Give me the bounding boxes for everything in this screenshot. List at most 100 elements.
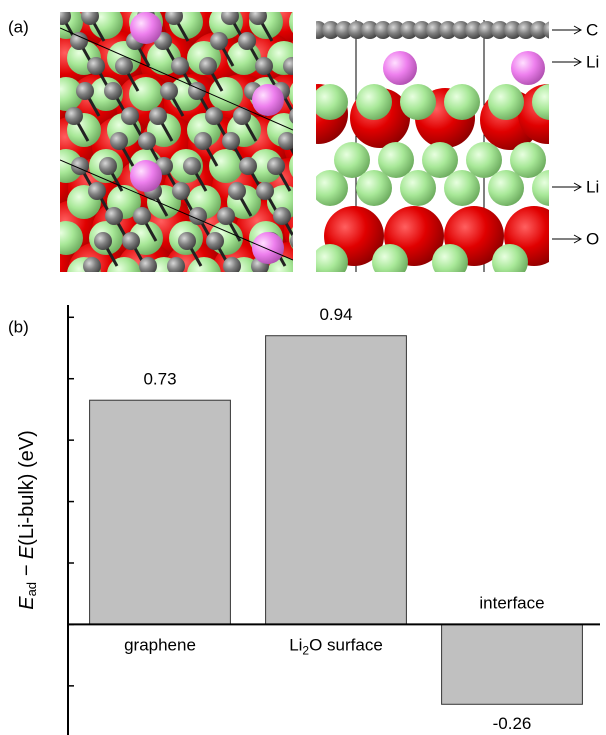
atom — [122, 232, 140, 250]
atom — [444, 84, 480, 120]
atom — [564, 206, 606, 266]
atom — [372, 244, 408, 280]
bar — [90, 400, 231, 624]
structure-side-view — [288, 12, 606, 280]
atom — [65, 107, 83, 125]
figure: (a) C Li Li O (b) Ead − E(Li-bulk) (eV) … — [0, 0, 606, 735]
atom — [223, 257, 241, 275]
x-tick-label: graphene — [124, 636, 196, 655]
atom — [267, 157, 285, 175]
atom — [252, 232, 284, 264]
atom — [167, 257, 185, 275]
y-label-part: E — [16, 596, 38, 610]
atom — [383, 51, 417, 85]
atom-label: Li — [586, 177, 599, 196]
y-axis-label: Ead − E(Li-bulk) (eV) — [16, 430, 39, 610]
atom-label: O — [586, 229, 599, 248]
atom — [133, 207, 151, 225]
atom — [256, 182, 274, 200]
x-tick-label: interface — [479, 594, 544, 613]
value-label: -0.26 — [493, 714, 532, 733]
atom — [552, 244, 588, 280]
atom — [554, 142, 590, 178]
atom — [222, 132, 240, 150]
atom — [139, 257, 157, 275]
atom — [488, 170, 524, 206]
y-label-part: (Li-bulk) (eV) — [16, 430, 38, 546]
annotations — [552, 26, 581, 243]
atom — [252, 84, 284, 116]
value-label: 0.94 — [319, 305, 352, 324]
atom — [239, 157, 257, 175]
atom — [255, 57, 273, 75]
atom — [510, 142, 546, 178]
atom — [172, 182, 190, 200]
bar — [266, 336, 407, 625]
atom-label: Li — [586, 52, 599, 71]
bond — [299, 241, 313, 266]
atom — [532, 84, 568, 120]
atom — [228, 182, 246, 200]
atom — [511, 51, 545, 85]
atom — [444, 170, 480, 206]
atom — [312, 84, 348, 120]
atom — [81, 7, 99, 25]
atom-label: C — [586, 20, 598, 39]
atom — [294, 32, 312, 50]
atom — [532, 170, 568, 206]
atom — [107, 257, 141, 291]
atom — [138, 132, 156, 150]
atom — [87, 57, 105, 75]
atom — [121, 107, 139, 125]
atom — [283, 57, 301, 75]
atom — [217, 207, 235, 225]
atom — [110, 132, 128, 150]
y-label-part: − E — [16, 545, 38, 582]
atom — [492, 244, 528, 280]
panel-label: (a) — [8, 17, 29, 36]
atom — [88, 182, 106, 200]
atom — [356, 170, 392, 206]
bar — [442, 624, 583, 704]
atom — [289, 107, 307, 125]
atom — [488, 84, 524, 120]
atom — [378, 142, 414, 178]
atom — [94, 232, 112, 250]
atom — [149, 107, 167, 125]
atom — [290, 232, 308, 250]
atom — [432, 244, 468, 280]
atom — [273, 207, 291, 225]
atom — [210, 32, 228, 50]
atom — [466, 142, 502, 178]
atom — [178, 232, 196, 250]
atom — [400, 170, 436, 206]
atom — [199, 57, 217, 75]
atom — [104, 82, 122, 100]
atom — [183, 157, 201, 175]
atom — [312, 170, 348, 206]
atom — [206, 232, 224, 250]
atom — [205, 107, 223, 125]
atom — [400, 84, 436, 120]
atom — [53, 7, 71, 25]
atom — [160, 82, 178, 100]
atom — [334, 142, 370, 178]
atom — [194, 132, 212, 150]
atom — [115, 57, 133, 75]
atom — [49, 221, 83, 255]
atom — [70, 32, 88, 50]
atom — [187, 257, 221, 291]
y-label-part: ad — [24, 582, 39, 596]
value-label: 0.73 — [143, 370, 176, 389]
bond — [292, 66, 306, 91]
atom — [221, 7, 239, 25]
structure-top-view — [20, 0, 344, 302]
atom — [249, 7, 267, 25]
atom — [312, 244, 348, 280]
atom — [278, 132, 296, 150]
atom — [99, 157, 117, 175]
panel-label: (b) — [8, 317, 29, 336]
atom — [356, 84, 392, 120]
atom — [233, 107, 251, 125]
atom — [105, 207, 123, 225]
